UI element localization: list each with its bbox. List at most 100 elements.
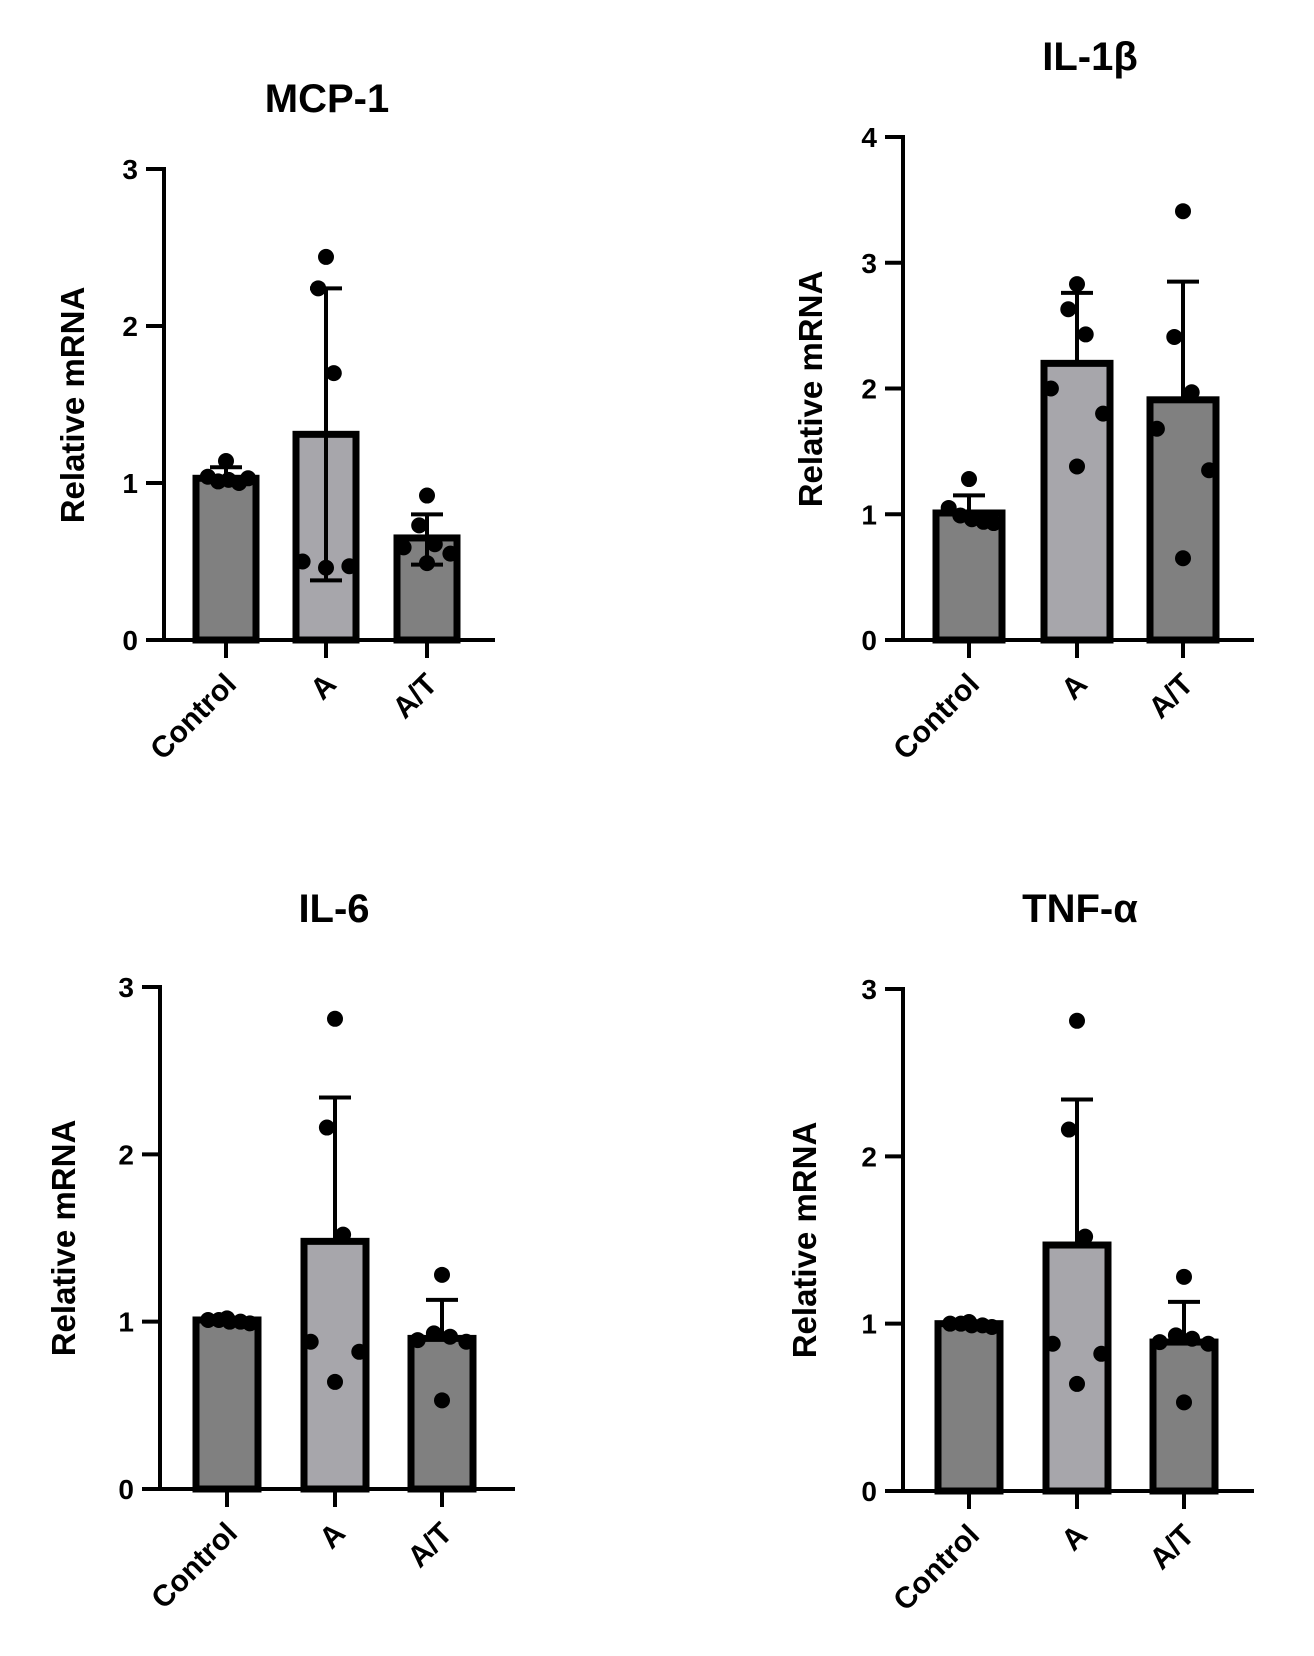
- data-point: [1166, 328, 1183, 345]
- data-point: [442, 545, 459, 562]
- data-point: [335, 1226, 352, 1243]
- data-point: [1176, 1394, 1192, 1411]
- data-point: [351, 1343, 368, 1360]
- bar-control: [192, 474, 260, 644]
- y-tick-label: 0: [118, 1474, 134, 1505]
- panel-title: IL-6: [298, 887, 369, 931]
- data-point: [419, 487, 435, 504]
- x-tick-label: A: [304, 668, 343, 707]
- data-point: [1183, 384, 1200, 401]
- data-point: [1151, 1334, 1168, 1351]
- data-point: [1042, 380, 1059, 397]
- data-point: [1069, 458, 1085, 475]
- y-tick-label: 4: [861, 122, 877, 153]
- data-point: [426, 536, 443, 553]
- x-tick-label: Control: [887, 1519, 986, 1618]
- y-tick-label: 1: [118, 1307, 134, 1338]
- data-point: [1093, 1345, 1110, 1362]
- x-tick-label: Control: [887, 668, 986, 767]
- data-point: [458, 1333, 475, 1350]
- data-point: [1060, 301, 1077, 318]
- data-point: [983, 1319, 1000, 1336]
- x-tick-label: A: [1055, 1519, 1094, 1558]
- y-tick-label: 3: [861, 248, 877, 279]
- panel-tnfa: TNF-α Relative mRNA 0 1 2 3 Control A A/T: [786, 887, 1254, 1617]
- data-point: [411, 517, 428, 534]
- y-tick-label: 2: [118, 1139, 134, 1170]
- y-tick-label: 0: [122, 625, 138, 656]
- y-tick-label: 0: [861, 1476, 877, 1507]
- data-point: [1175, 550, 1191, 567]
- x-tick-label: A/T: [401, 1517, 459, 1575]
- data-point: [1148, 420, 1165, 437]
- bar-a-t: [1146, 396, 1220, 644]
- data-point: [425, 1325, 442, 1342]
- y-axis-label: Relative mRNA: [54, 287, 91, 524]
- data-point: [302, 1333, 319, 1350]
- data-point: [1201, 462, 1218, 479]
- data-point: [1095, 405, 1112, 422]
- data-point: [241, 1315, 258, 1332]
- data-point: [218, 453, 234, 470]
- data-point: [419, 555, 435, 572]
- y-tick-label: 1: [122, 468, 138, 499]
- data-point: [1069, 1012, 1085, 1029]
- data-point: [310, 280, 327, 297]
- y-axis-label: Relative mRNA: [45, 1120, 82, 1357]
- data-point: [325, 365, 342, 382]
- panel-il1b: IL-1β Relative mRNA 0 1 2 3 4 Control A A/T: [792, 35, 1254, 766]
- data-point: [1176, 1268, 1192, 1285]
- data-point: [409, 1332, 426, 1349]
- y-tick-label: 1: [861, 499, 877, 530]
- y-tick-label: 2: [122, 311, 138, 342]
- data-point: [1077, 1228, 1094, 1245]
- data-point: [341, 558, 358, 575]
- y-tick-label: 0: [861, 625, 877, 656]
- x-tick-label: A/T: [386, 668, 444, 726]
- data-point: [395, 539, 412, 556]
- y-tick-label: 2: [861, 374, 877, 405]
- x-tick-label: A/T: [1143, 1519, 1201, 1577]
- bar-a: [300, 1237, 370, 1493]
- bar-a: [1040, 359, 1114, 644]
- y-tick-label: 1: [861, 1309, 877, 1340]
- y-tick-label: 3: [118, 972, 134, 1003]
- data-point: [961, 471, 977, 488]
- bar-a: [1042, 1241, 1112, 1495]
- bar-a-t: [407, 1334, 477, 1493]
- data-point: [318, 1119, 335, 1136]
- x-tick-label: A: [1055, 668, 1094, 707]
- data-point: [434, 1392, 450, 1409]
- data-point: [240, 470, 257, 487]
- panel-title: IL-1β: [1042, 35, 1138, 79]
- y-tick-label: 3: [122, 154, 138, 185]
- y-tick-label: 3: [861, 974, 877, 1005]
- bar-a-t: [1149, 1338, 1219, 1495]
- data-point: [1167, 1327, 1184, 1344]
- data-point: [1044, 1335, 1061, 1352]
- y-axis-label: Relative mRNA: [786, 1122, 823, 1359]
- bar-control: [192, 1316, 262, 1493]
- data-point: [1175, 203, 1191, 220]
- data-point: [1184, 1330, 1201, 1347]
- x-tick-label: A/T: [1142, 668, 1200, 726]
- data-point: [318, 248, 334, 265]
- data-point: [1069, 276, 1085, 293]
- x-tick-label: Control: [144, 668, 243, 767]
- data-point: [1077, 326, 1094, 343]
- panel-il6: IL-6 Relative mRNA 0 1 2 3 Control A A/T: [45, 887, 515, 1615]
- data-point: [985, 515, 1002, 532]
- y-axis-label: Relative mRNA: [792, 271, 829, 508]
- data-point: [1200, 1335, 1217, 1352]
- data-point: [1069, 1375, 1085, 1392]
- data-point: [318, 559, 334, 576]
- bar-control: [932, 509, 1006, 644]
- panel-title: TNF-α: [1022, 887, 1138, 931]
- data-point: [940, 499, 957, 516]
- panel-mcp1: MCP-1 Relative mRNA 0 1 2 3 Control A A/T: [54, 77, 495, 766]
- bar-control: [934, 1320, 1004, 1495]
- data-point: [442, 1328, 459, 1345]
- panel-title: MCP-1: [265, 77, 389, 121]
- data-point: [294, 553, 311, 570]
